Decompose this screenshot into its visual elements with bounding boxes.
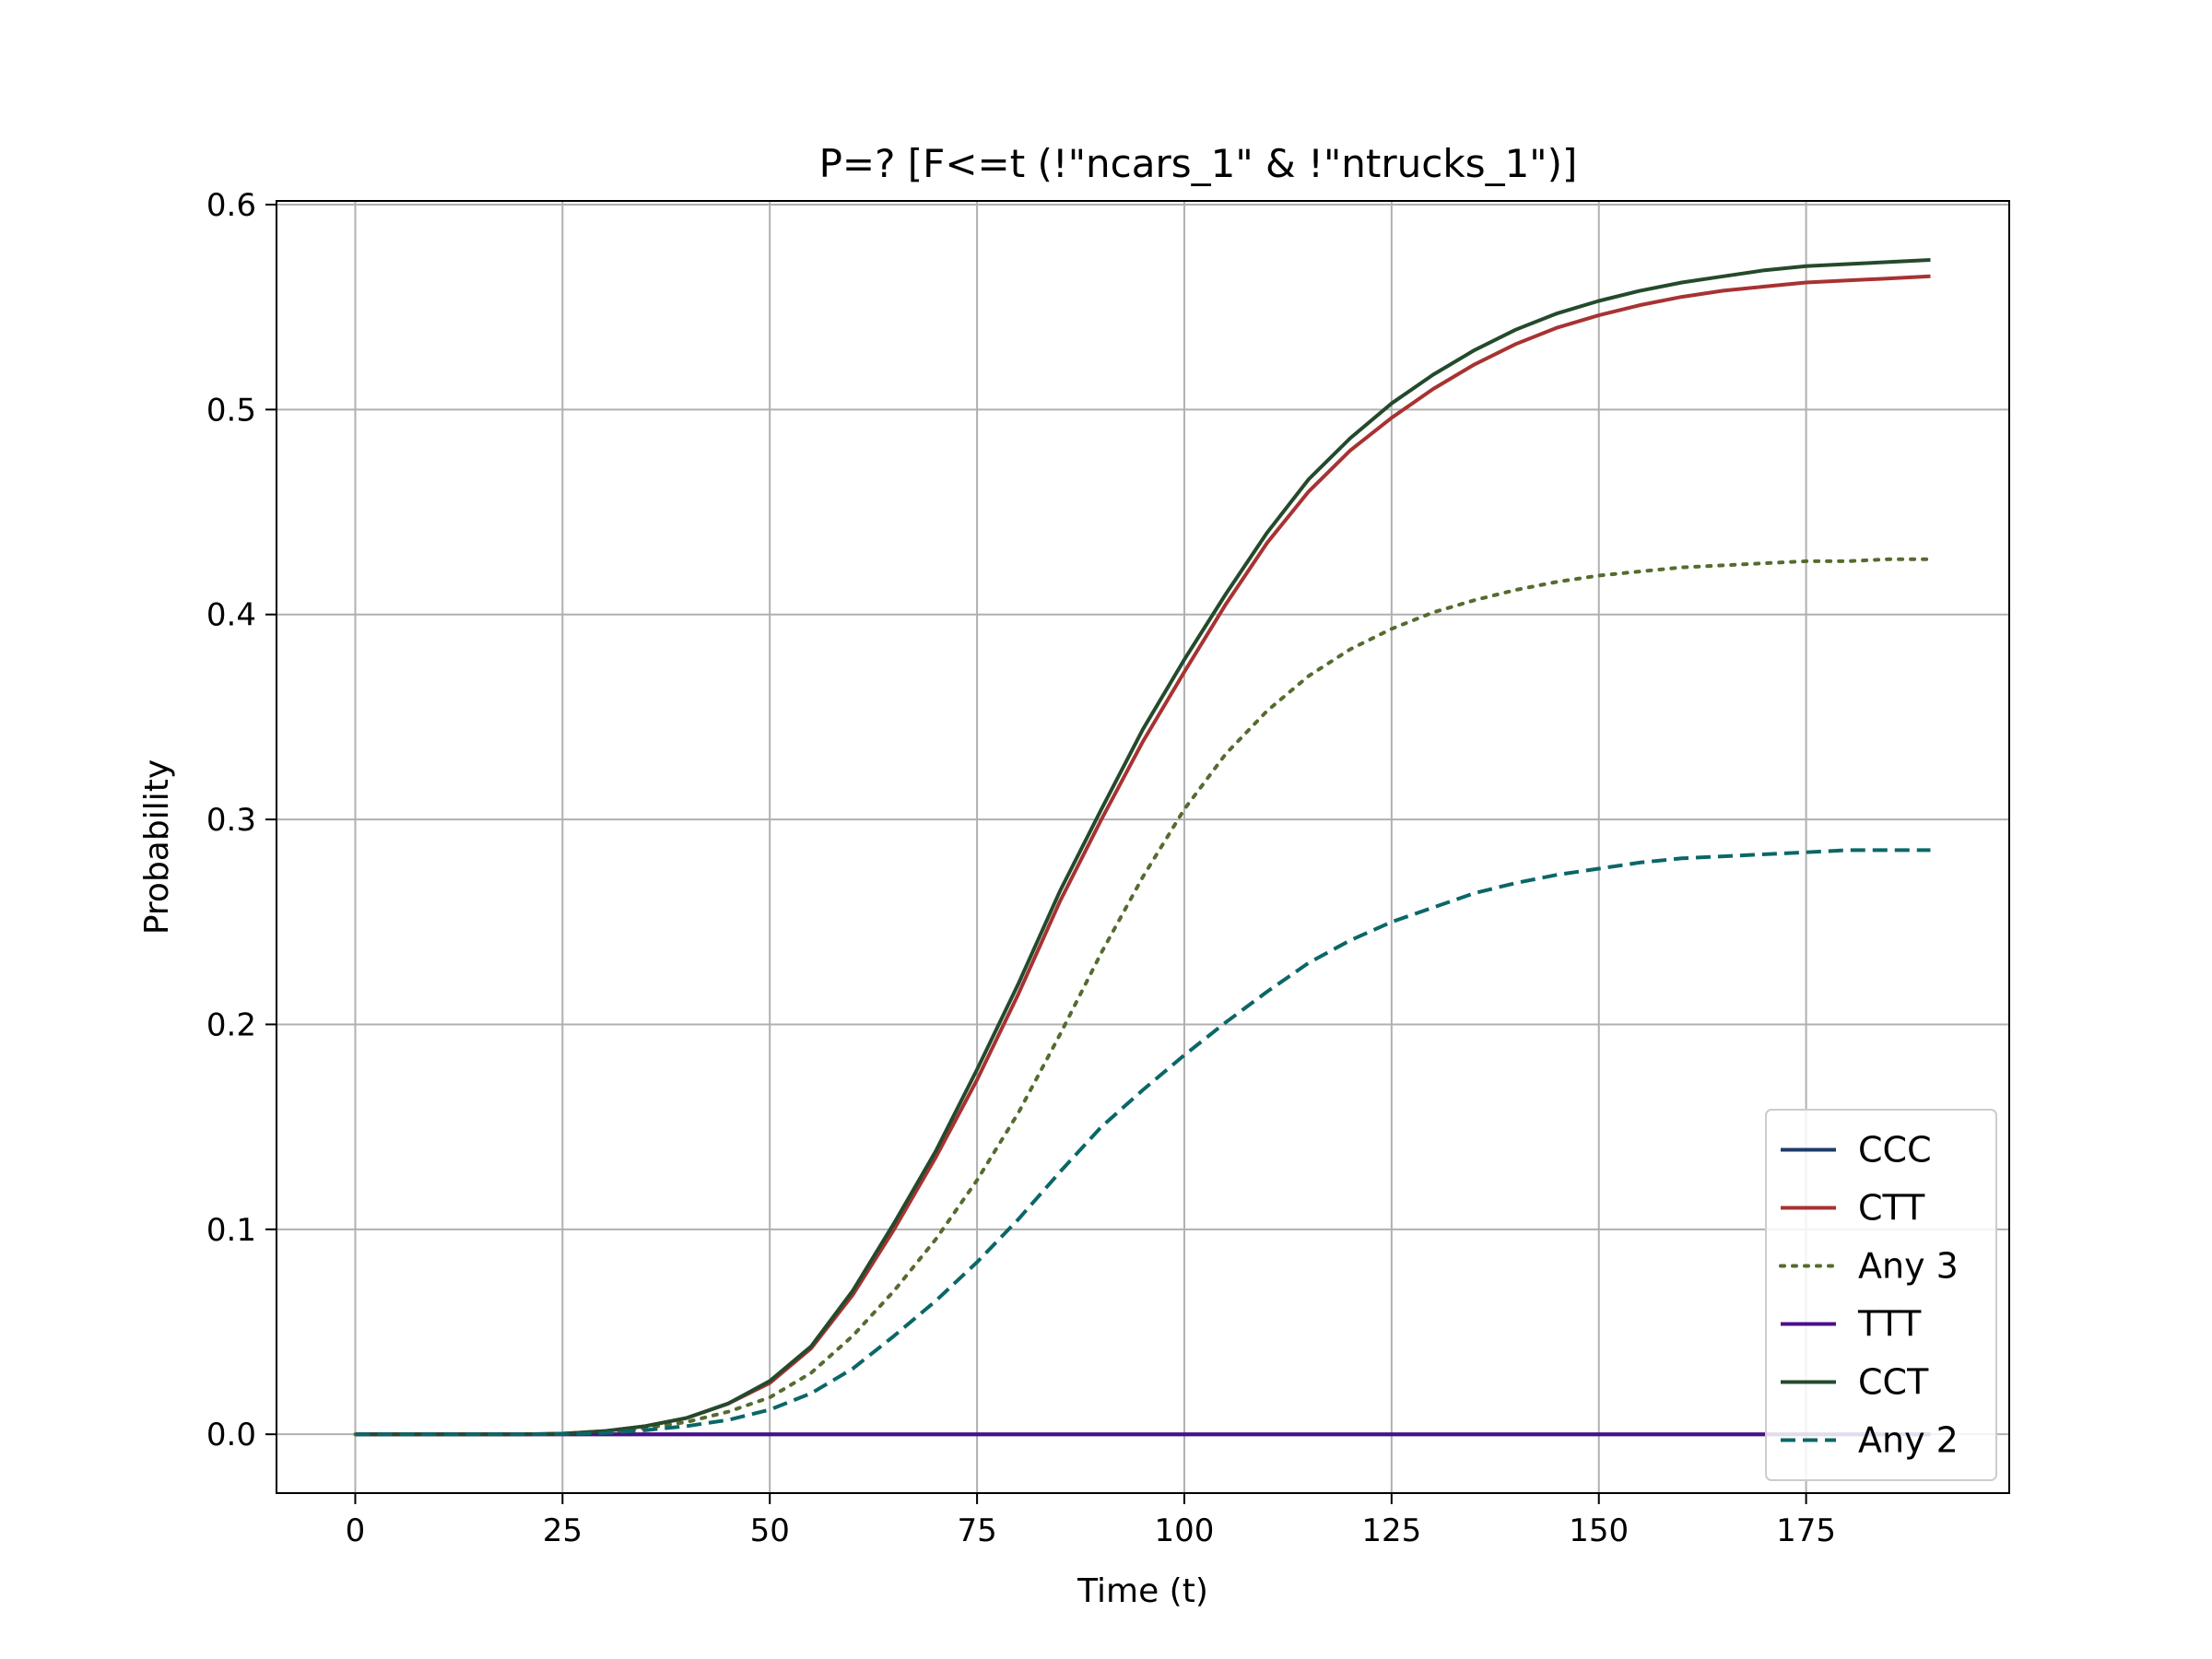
plot-frame bbox=[276, 200, 2010, 1494]
legend-label: TTT bbox=[1857, 1304, 1922, 1345]
x-tick-label: 75 bbox=[957, 1512, 996, 1549]
x-tick-label: 100 bbox=[1155, 1512, 1215, 1549]
y-axis-label: Probability bbox=[138, 759, 176, 935]
y-tick-label: 0.3 bbox=[206, 802, 256, 839]
legend-label: CTT bbox=[1858, 1188, 1925, 1229]
y-tick-label: 0.6 bbox=[206, 187, 256, 224]
series-line-any-3 bbox=[353, 557, 1933, 1437]
chart-title: P=? [F<=t (!"ncars_1" & !"ntrucks_1")] bbox=[819, 141, 1578, 186]
y-tick-label: 0.5 bbox=[206, 392, 256, 429]
legend-label: CCT bbox=[1858, 1362, 1929, 1403]
x-tick-label: 125 bbox=[1361, 1512, 1421, 1549]
y-tick-label: 0.4 bbox=[206, 597, 256, 634]
legend-label: CCC bbox=[1858, 1130, 1932, 1171]
x-tick-label: 50 bbox=[750, 1512, 790, 1549]
x-tick-label: 150 bbox=[1569, 1512, 1629, 1549]
legend-box bbox=[1765, 1109, 1997, 1481]
x-ticks: 0 25 50 75 100 125 150 175 bbox=[346, 1493, 1836, 1549]
y-tick-label: 0.0 bbox=[206, 1417, 256, 1453]
y-ticks: 0.0 0.1 0.2 0.3 0.4 0.5 0.6 bbox=[206, 187, 276, 1453]
series-line-cct bbox=[355, 258, 1931, 1437]
x-tick-label: 175 bbox=[1776, 1512, 1836, 1549]
series-line-any-2 bbox=[355, 848, 1931, 1437]
legend-label: Any 2 bbox=[1858, 1420, 1959, 1461]
series-layer bbox=[353, 258, 1933, 1437]
x-tick-label: 25 bbox=[543, 1512, 582, 1549]
y-tick-label: 0.1 bbox=[206, 1212, 256, 1249]
x-axis-label: Time (t) bbox=[1077, 1572, 1208, 1610]
legend-label: Any 3 bbox=[1858, 1246, 1959, 1287]
x-tick-label: 0 bbox=[346, 1512, 366, 1549]
legend: CCC CTT Any 3 TTT CCT Any 2 bbox=[1765, 1109, 1997, 1481]
y-tick-label: 0.2 bbox=[206, 1006, 256, 1043]
